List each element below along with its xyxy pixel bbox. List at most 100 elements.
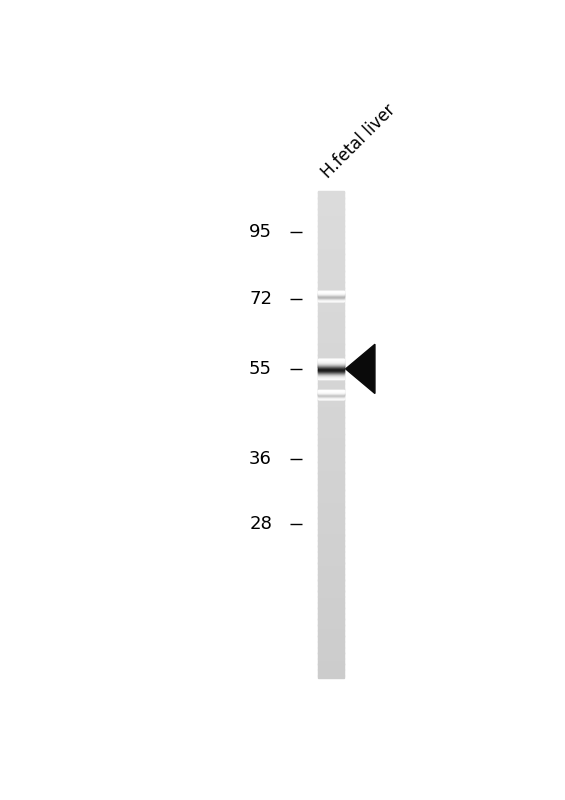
Bar [319,651,344,653]
Bar [319,553,344,554]
Bar [319,497,344,498]
Bar [319,675,344,677]
Bar [319,320,344,322]
Bar [319,506,344,508]
Bar [319,544,344,546]
Bar [319,338,344,340]
Bar [319,380,344,382]
Bar [319,528,344,530]
Bar [319,514,344,516]
Bar [319,429,344,430]
Bar [319,365,344,366]
Bar [319,570,344,572]
Bar [319,222,344,223]
Bar [319,264,344,266]
Bar [319,477,344,478]
Bar [319,605,344,606]
Bar [319,230,344,232]
Bar [319,226,344,228]
Bar [319,638,344,639]
Bar [319,427,344,429]
Bar [319,203,344,205]
Bar [319,584,344,586]
Bar [319,388,344,390]
Bar [319,538,344,539]
Bar [319,200,344,202]
Bar [319,493,344,494]
Bar [319,315,344,317]
Bar [319,191,344,193]
Bar [319,373,344,374]
Bar [319,322,344,324]
Bar [319,438,344,440]
Bar [319,210,344,212]
Bar [319,378,344,379]
Bar [319,566,344,567]
Bar [319,614,344,616]
Bar [319,495,344,497]
Bar [319,339,344,341]
Bar [319,630,344,632]
Bar [319,406,344,408]
Bar [319,317,344,318]
Bar [319,512,344,514]
Bar [319,196,344,198]
Bar [319,451,344,453]
Bar [319,414,344,415]
Bar [319,672,344,674]
Bar [319,245,344,246]
Bar [319,331,344,333]
Bar [319,319,344,321]
Bar [319,617,344,618]
Bar [319,626,344,628]
Bar [319,565,344,566]
Bar [319,201,344,202]
Bar [319,248,344,250]
Bar [319,542,344,544]
Bar [319,542,344,543]
Bar [319,526,344,527]
Bar [319,498,344,499]
Bar [319,238,344,239]
Bar [319,385,344,386]
Bar [319,527,344,529]
Bar [319,369,344,370]
Bar [319,626,344,627]
Bar [319,306,344,308]
Bar [319,554,344,555]
Bar [319,670,344,671]
Bar [319,439,344,441]
Bar [319,390,344,391]
Bar [319,476,344,478]
Bar [319,238,344,240]
Bar [319,250,344,252]
Bar [319,537,344,538]
Bar [319,257,344,258]
Bar [319,294,344,296]
Bar [319,609,344,610]
Text: 36: 36 [249,450,272,469]
Bar [319,578,344,579]
Bar [319,582,344,583]
Bar [319,618,344,620]
Bar [319,198,344,200]
Bar [319,330,344,331]
Bar [319,243,344,245]
Bar [319,386,344,387]
Bar [319,616,344,618]
Bar [319,455,344,457]
Bar [319,665,344,666]
Bar [319,236,344,238]
Bar [319,650,344,651]
Bar [319,374,344,375]
Bar [319,450,344,452]
Bar [319,326,344,328]
Bar [319,576,344,577]
Bar [319,278,344,279]
Bar [319,522,344,524]
Bar [319,218,344,219]
Bar [319,453,344,454]
Bar [319,505,344,506]
Bar [319,262,344,263]
Bar [319,228,344,229]
